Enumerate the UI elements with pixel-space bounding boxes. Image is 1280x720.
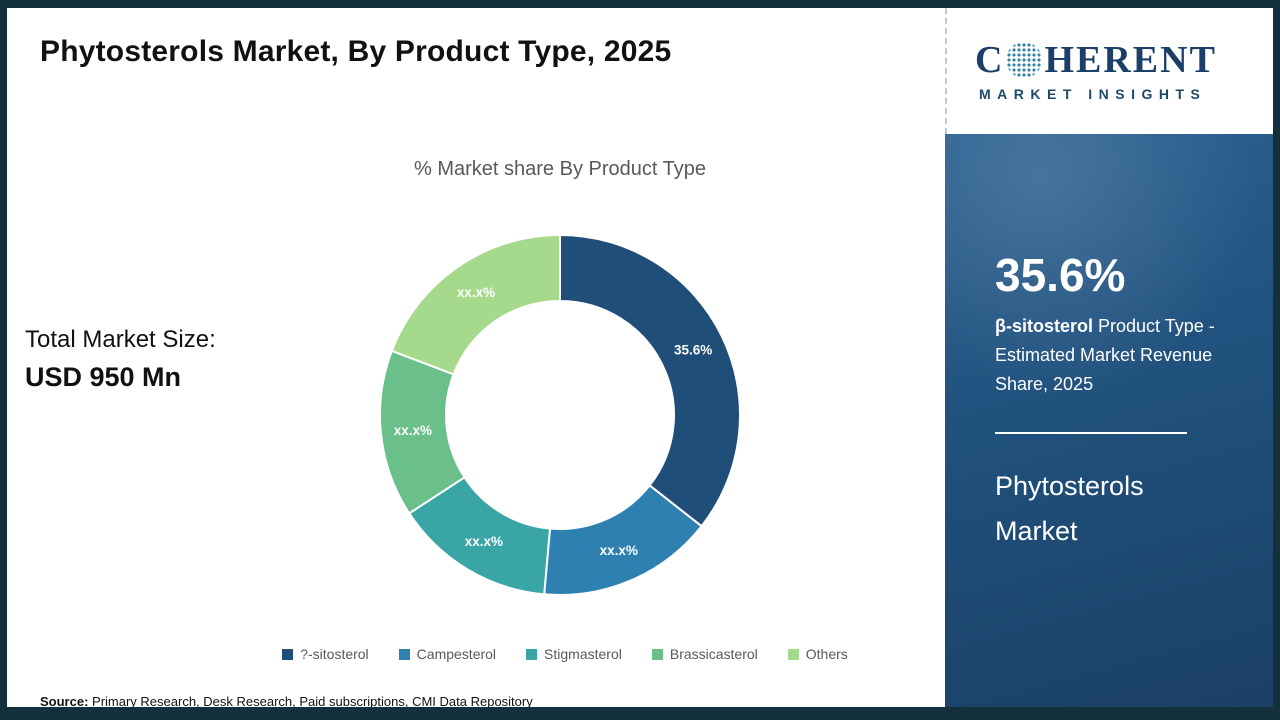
chart-legend: ?-sitosterol Campesterol Stigmasterol Brass…	[185, 646, 945, 662]
legend-label: Campesterol	[416, 646, 497, 662]
donut-chart: 35.6% xx.x% xx.x% xx.x% xx.x%	[375, 230, 745, 600]
main-area: Phytosterols Market, By Product Type, 20…	[7, 8, 945, 709]
legend-label: ?-sitosterol	[300, 646, 369, 662]
highlight-description: β-sitosterol Product Type - Estimated Ma…	[995, 312, 1253, 398]
source-text: Primary Research, Desk Research, Paid su…	[88, 694, 533, 709]
page-title: Phytosterols Market, By Product Type, 20…	[40, 35, 672, 68]
legend-item: Brassicasterol	[651, 646, 758, 662]
frame-bottom	[0, 707, 1280, 720]
logo-subtitle: MARKET INSIGHTS	[979, 86, 1207, 102]
legend-swatch	[398, 648, 410, 660]
logo-letters-rest: HERENT	[1044, 39, 1217, 81]
legend-swatch	[282, 648, 294, 660]
source-line: Source: Primary Research, Desk Research,…	[40, 694, 533, 709]
chart-subtitle: % Market share By Product Type	[414, 158, 706, 180]
donut-slice-others	[390, 233, 561, 376]
donut-slice--sitosterol	[559, 233, 741, 528]
frame-left	[0, 0, 7, 720]
highlight-stat: 35.6%	[995, 249, 1126, 301]
donut-slice-label: xx.x%	[465, 534, 503, 549]
company-logo: C HERENT	[975, 38, 1273, 82]
donut-slice-label: xx.x%	[457, 285, 495, 300]
legend-swatch	[526, 648, 538, 660]
legend-label: Stigmasterol	[544, 646, 622, 662]
highlight-panel: 35.6% β-sitosterol Product Type - Estima…	[945, 134, 1273, 707]
donut-slice-label: 35.6%	[674, 342, 712, 357]
legend-swatch	[787, 648, 799, 660]
legend-item: Stigmasterol	[526, 646, 622, 662]
legend-item: Campesterol	[398, 646, 497, 662]
legend-item: Others	[787, 646, 848, 662]
logo-box: C HERENT MARKET INSIGHTS	[945, 8, 1273, 134]
panel-title: Phytosterols Market	[995, 471, 1144, 546]
highlight-desc-text: Product Type - Estimated Market Revenue …	[995, 316, 1215, 394]
right-column: C HERENT MARKET INSIGHTS 35.6% β-sitoste…	[945, 8, 1273, 707]
source-label: Source:	[40, 694, 89, 709]
divider	[995, 432, 1187, 435]
highlight-product: β-sitosterol	[995, 316, 1093, 336]
legend-label: Brassicasterol	[669, 646, 758, 662]
legend-label: Others	[805, 646, 848, 662]
frame-right	[1273, 0, 1280, 720]
donut-svg: 35.6% xx.x% xx.x% xx.x% xx.x%	[379, 233, 741, 596]
donut-slice-label: xx.x%	[600, 543, 638, 558]
frame-top	[0, 0, 1280, 8]
legend-swatch	[651, 648, 663, 660]
total-market-block: Total Market Size: USD 950 Mn	[25, 326, 216, 393]
donut-slice-label: xx.x%	[394, 423, 432, 438]
logo-letter-c: C	[975, 39, 1005, 81]
total-market-value: USD 950 Mn	[25, 362, 182, 392]
globe-icon	[1006, 42, 1043, 78]
legend-item: ?-sitosterol	[282, 646, 369, 662]
total-market-label: Total Market Size:	[25, 326, 216, 353]
